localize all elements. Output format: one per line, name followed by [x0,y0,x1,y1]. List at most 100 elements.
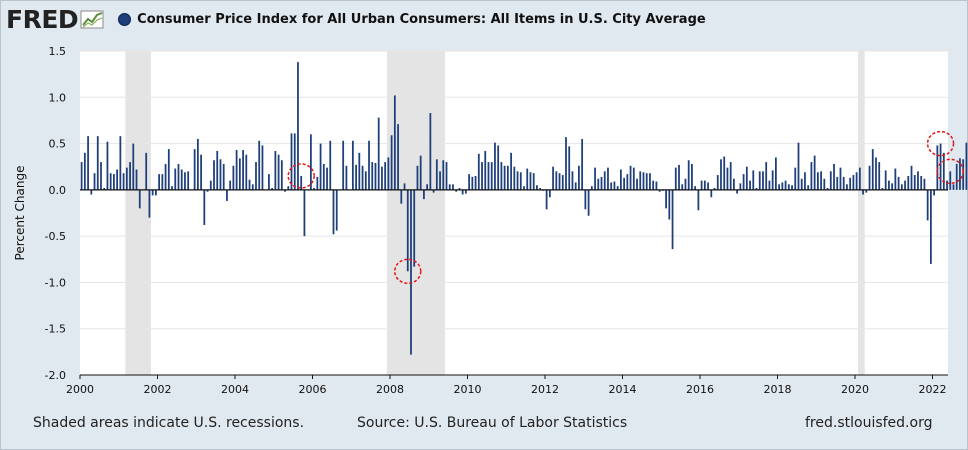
bar [871,149,874,190]
bar [455,189,458,192]
bar [933,189,936,196]
x-tick-label: 2012 [531,383,559,396]
highlight-circle [936,158,965,185]
bar [468,174,471,190]
bar [778,184,781,190]
bar [632,167,635,190]
bar [471,176,474,190]
bar [271,188,274,190]
bar [300,175,303,190]
bar [697,189,700,211]
bar [829,171,832,190]
bar [423,189,425,200]
bar [720,159,722,190]
bar [729,162,732,190]
bar [926,189,929,221]
bar [952,184,955,190]
bar [842,176,845,190]
bar [858,167,861,190]
bar [791,185,793,190]
bar [377,117,380,190]
bar [904,180,906,190]
bar [416,165,419,190]
bar [603,171,606,190]
x-tick-label: 2020 [841,383,869,396]
bar [607,167,609,190]
bar [132,143,135,190]
bar [678,164,680,190]
bar [368,140,370,190]
bar [481,162,483,190]
bar [910,165,913,190]
bar [636,178,638,190]
x-tick-label: 2008 [376,383,404,396]
bar [726,167,729,190]
bar [687,160,690,190]
fred-logo[interactable]: FRED [6,4,79,34]
x-tick-label: 2016 [686,383,714,396]
bar [571,171,574,190]
bar [164,163,167,190]
bar [820,171,822,190]
bar [578,165,580,190]
recession-band [858,51,865,375]
bar [274,150,277,190]
x-tick-label: 2014 [609,383,637,396]
x-tick-label: 2010 [454,383,482,396]
bar [665,189,667,209]
bar [784,180,787,190]
bar [119,136,122,190]
bar [151,189,154,196]
y-tick-label: -0.5 [45,230,66,243]
bar [959,158,961,190]
bar [90,189,93,195]
bar [93,173,96,190]
bar [962,159,965,190]
bar [458,188,461,190]
bar [823,178,826,190]
bar [345,165,348,190]
bar [965,142,968,190]
bar [251,184,254,190]
bar [242,150,244,190]
bar [590,186,593,190]
bar [865,189,868,193]
y-tick-label: 0.5 [49,138,67,151]
bar [749,180,751,190]
bar [184,172,186,190]
bar [739,183,742,190]
bar [523,186,525,190]
bar [332,189,335,235]
bar [797,142,800,190]
bar [875,157,877,190]
bar [552,166,554,190]
bar [894,168,897,190]
bar [429,113,432,190]
bar [655,181,658,190]
bar [920,175,923,190]
bar [393,95,396,190]
bar [445,162,448,190]
bar [448,184,451,190]
bar [196,138,199,190]
bar [109,173,112,190]
x-tick-label: 2004 [221,383,249,396]
bar [226,189,228,201]
bar [568,146,571,190]
bar [103,188,106,190]
bar [723,156,726,190]
bar [403,183,406,190]
bar [745,166,748,190]
bar [671,189,674,250]
bar [794,167,797,190]
bar [536,185,538,190]
bar [506,165,509,190]
bar [826,188,829,190]
bar [781,182,784,190]
bar [513,166,516,190]
bar [907,175,910,190]
bar [619,169,622,190]
bar [116,169,119,190]
fred-site-link[interactable]: fred.stlouisfed.org [805,415,933,431]
legend-series-title[interactable]: Consumer Price Index for All Urban Consu… [137,11,706,27]
